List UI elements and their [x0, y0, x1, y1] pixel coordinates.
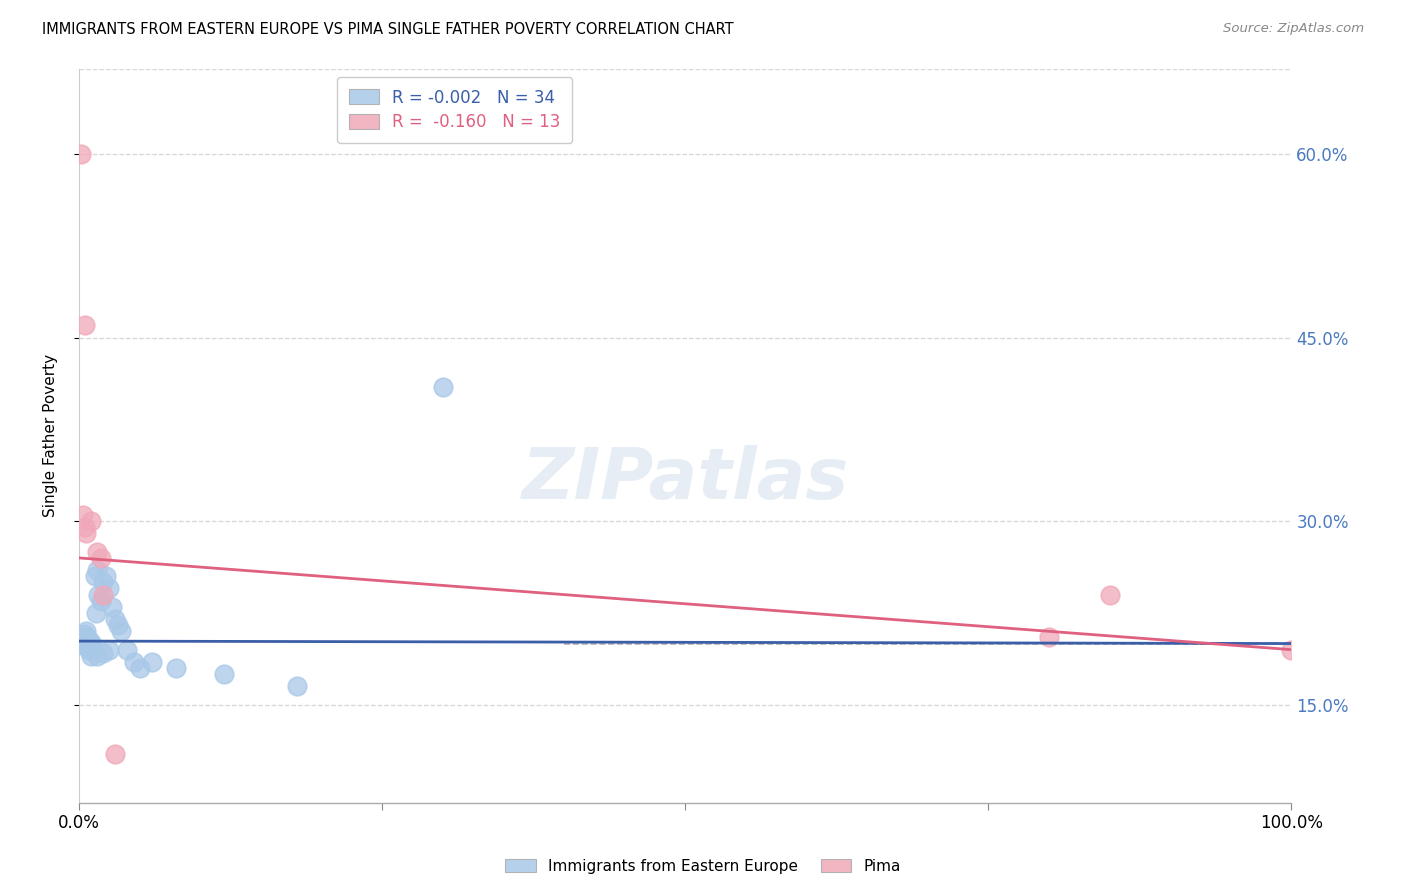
Point [73, 520, 96, 534]
Point [90, 593, 112, 607]
Point [117, 642, 139, 657]
Point [110, 624, 132, 639]
Point [80, 514, 103, 528]
Point [98, 642, 121, 657]
Point [214, 667, 236, 681]
Legend: Immigrants from Eastern Europe, Pima: Immigrants from Eastern Europe, Pima [499, 853, 907, 880]
Point [72, 508, 94, 522]
Text: IMMIGRANTS FROM EASTERN EUROPE VS PIMA SINGLE FATHER POVERTY CORRELATION CHART: IMMIGRANTS FROM EASTERN EUROPE VS PIMA S… [42, 22, 734, 37]
Point [91, 575, 114, 590]
Point [80, 648, 103, 663]
Point [75, 526, 97, 541]
Point [86, 648, 108, 663]
Point [83, 569, 105, 583]
Point [107, 618, 129, 632]
Point [91, 588, 114, 602]
Text: Source: ZipAtlas.com: Source: ZipAtlas.com [1223, 22, 1364, 36]
Point [141, 655, 163, 669]
Point [98, 582, 121, 596]
Point [104, 747, 127, 761]
Text: ZIPatlas: ZIPatlas [522, 445, 849, 514]
Point [90, 550, 112, 565]
Point [73, 626, 96, 640]
Y-axis label: Single Father Poverty: Single Father Poverty [44, 354, 58, 517]
Point [77, 642, 100, 657]
Point [70, 147, 93, 161]
Point [75, 624, 97, 639]
Point [128, 661, 150, 675]
Legend: R = -0.002   N = 34, R =  -0.160   N = 13: R = -0.002 N = 34, R = -0.160 N = 13 [337, 77, 572, 143]
Point [76, 631, 98, 645]
Point [80, 639, 103, 653]
Point [86, 545, 108, 559]
Point [91, 646, 114, 660]
Point [84, 606, 107, 620]
Point [1281, 642, 1303, 657]
Point [79, 634, 101, 648]
Point [73, 318, 96, 333]
Point [82, 636, 104, 650]
Point [70, 631, 93, 645]
Point [432, 379, 454, 393]
Point [86, 563, 108, 577]
Point [1038, 631, 1060, 645]
Point [122, 655, 145, 669]
Point [1098, 588, 1121, 602]
Point [165, 661, 187, 675]
Point [94, 569, 117, 583]
Point [100, 599, 122, 614]
Point [104, 612, 127, 626]
Point [87, 588, 110, 602]
Point [73, 639, 96, 653]
Point [285, 679, 308, 693]
Point [72, 636, 94, 650]
